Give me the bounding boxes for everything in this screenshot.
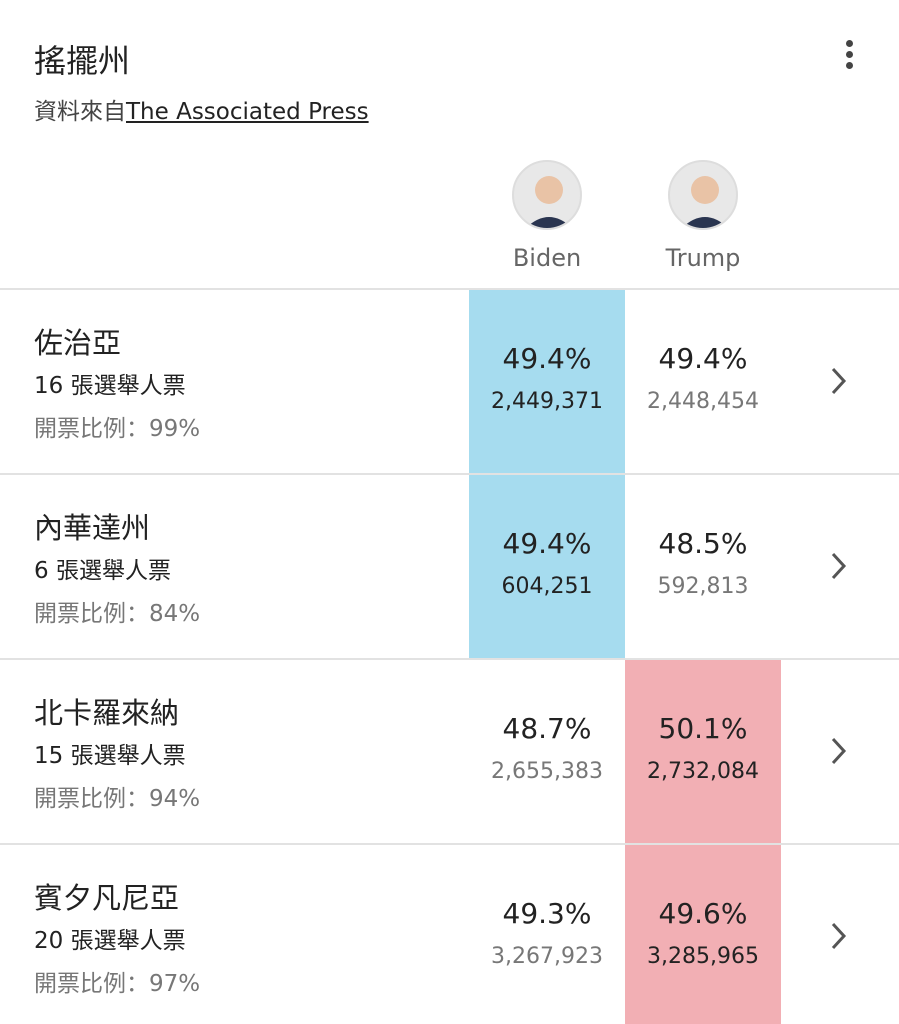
- votes: 2,448,454: [647, 389, 759, 414]
- state-name: 賓夕凡尼亞: [34, 881, 180, 915]
- percent: 48.7%: [502, 712, 592, 745]
- votes: 2,732,084: [647, 759, 759, 784]
- electoral-votes: 20 張選舉人票: [34, 928, 186, 954]
- state-name: 北卡羅來納: [34, 696, 180, 730]
- votes: 2,655,383: [491, 759, 603, 784]
- reporting: 開票比例：84%: [34, 601, 201, 627]
- candidate-name: Trump: [665, 244, 741, 272]
- divider: [0, 288, 899, 290]
- state-name: 內華達州: [34, 511, 151, 545]
- leading-cell: [625, 845, 781, 1024]
- percent: 49.4%: [502, 527, 592, 560]
- candidate-photo: [668, 160, 738, 230]
- electoral-votes: 6 張選舉人票: [34, 558, 171, 584]
- votes: 3,267,923: [491, 944, 603, 969]
- reporting: 開票比例：97%: [34, 971, 201, 997]
- menu-button[interactable]: [846, 40, 854, 73]
- percent: 49.3%: [502, 897, 592, 930]
- candidate-photo: [512, 160, 582, 230]
- chevron: [828, 551, 848, 581]
- votes: 3,285,965: [647, 944, 759, 969]
- percent: 50.1%: [658, 712, 748, 745]
- divider: [0, 658, 899, 660]
- leading-cell: [469, 290, 625, 474]
- reporting: 開票比例：94%: [34, 786, 201, 812]
- votes: 592,813: [657, 574, 749, 599]
- candidate-name: Biden: [512, 244, 582, 272]
- reporting: 開票比例：99%: [34, 416, 201, 442]
- source: 資料來自The Associated Press: [34, 92, 369, 126]
- electoral-votes: 15 張選舉人票: [34, 743, 186, 769]
- chevron: [828, 366, 848, 396]
- title: 搖擺州: [34, 42, 131, 80]
- divider: [0, 843, 899, 845]
- percent: 48.5%: [658, 527, 748, 560]
- state-name: 佐治亞: [34, 326, 122, 360]
- leading-cell: [625, 660, 781, 844]
- votes: 604,251: [501, 574, 593, 599]
- source-prefix: 資料來自: [34, 99, 126, 125]
- leading-cell: [469, 475, 625, 659]
- electoral-votes: 16 張選舉人票: [34, 373, 186, 399]
- chevron: [828, 921, 848, 951]
- divider: [0, 473, 899, 475]
- percent: 49.4%: [658, 342, 748, 375]
- votes: 2,449,371: [491, 389, 603, 414]
- source-link[interactable]: The Associated Press: [126, 99, 369, 125]
- percent: 49.4%: [502, 342, 592, 375]
- percent: 49.6%: [658, 897, 748, 930]
- chevron: [828, 736, 848, 766]
